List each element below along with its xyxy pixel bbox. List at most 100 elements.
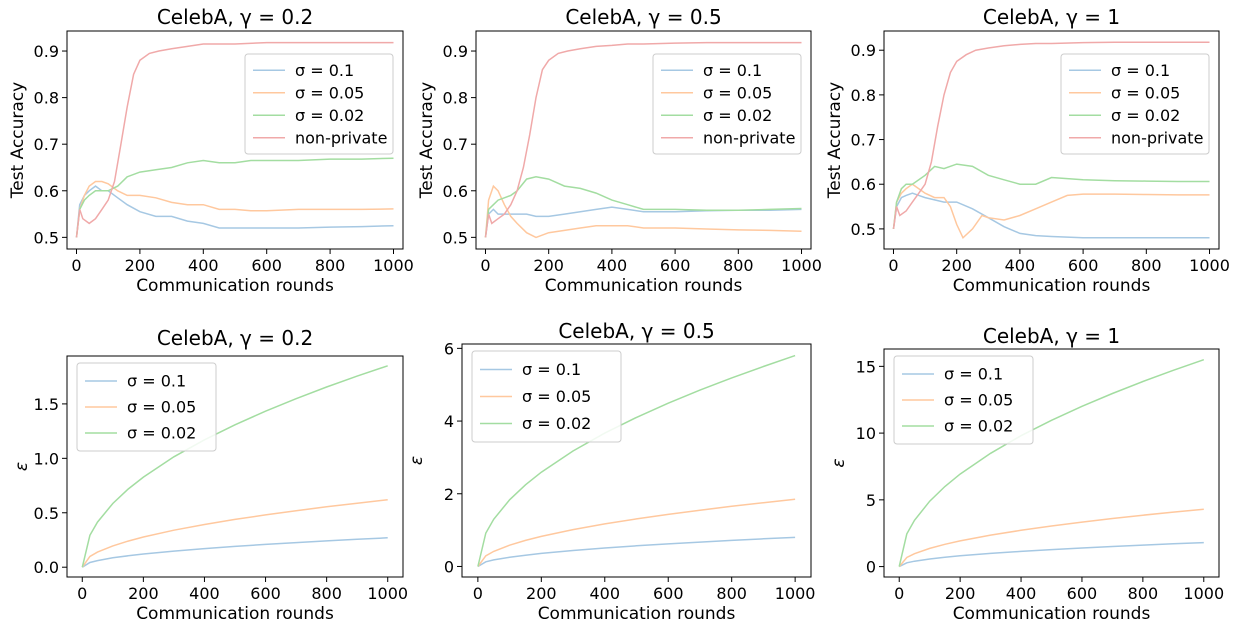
x-tick-label: 1000: [1189, 256, 1230, 275]
y-tick-label: 4: [444, 412, 454, 431]
x-tick-label: 600: [251, 256, 282, 275]
legend-entry: σ = 0.02: [703, 106, 772, 125]
chart-panel-4: 0 200 400 600 800 1000 0.0 0.5 1.0 1.5 CelebA, γ =…: [12, 326, 408, 624]
chart-panel-5: 0 200 400 600 800 10000246CelebA, γ = 0.5Comm…: [407, 319, 815, 624]
x-axis-label: Communication rounds: [953, 276, 1151, 296]
y-tick-label: 0.8: [443, 89, 468, 108]
y-axis-label: Test Accuracy: [417, 82, 437, 200]
series-line-3: [77, 158, 394, 237]
series-line-3: [894, 164, 1210, 229]
x-axis-label: Communication rounds: [953, 604, 1151, 624]
y-tick-label: 0.5: [443, 228, 468, 247]
y-tick-label: 2: [444, 485, 454, 504]
legend: σ = 0.1 σ = 0.05 σ = 0.02 non-private: [245, 54, 393, 154]
series-line-1: [899, 543, 1204, 567]
legend-entry: σ = 0.05: [295, 83, 364, 102]
y-tick-label: 0.8: [851, 86, 876, 105]
y-axis-label: ε: [829, 458, 849, 467]
x-tick-label: 600: [1067, 584, 1098, 603]
series-line-2: [82, 500, 387, 568]
y-tick-label: 10: [856, 424, 876, 443]
chart-panel-1: 0 200 400 600 800 1000 0.5 0.6 0.7 0.8 0.9 CelebA, …: [8, 5, 414, 296]
chart-title: CelebA, γ = 0.5: [558, 319, 714, 343]
y-tick-label: 0.9: [443, 42, 468, 61]
legend: σ = 0.1 σ = 0.05 σ = 0.02: [77, 363, 216, 451]
legend-entry: σ = 0.1: [703, 61, 762, 80]
legend-entry: σ = 0.02: [944, 417, 1013, 436]
x-tick-label: 1000: [373, 256, 414, 275]
x-tick-label: 0: [77, 584, 87, 603]
y-tick-label: 0.0: [34, 558, 59, 577]
y-tick-label: 1.5: [34, 395, 59, 414]
x-tick-label: 200: [941, 256, 972, 275]
x-tick-label: 400: [1005, 256, 1036, 275]
y-tick-label: 0.7: [851, 131, 876, 150]
legend-entry: σ = 0.05: [944, 391, 1013, 410]
legend-entry: non-private: [295, 128, 387, 147]
x-tick-label: 800: [315, 256, 346, 275]
y-axis-label: Test Accuracy: [8, 82, 28, 200]
legend-entry: σ = 0.1: [944, 365, 1003, 384]
series-line-2: [894, 184, 1210, 238]
chart-title: CelebA, γ = 1: [983, 324, 1120, 348]
y-tick-label: 5: [866, 491, 876, 510]
series-line-2: [77, 182, 394, 238]
x-tick-label: 800: [716, 584, 747, 603]
chart-panel-6: 0 200 400 600 800 1000 0 5 10 15 CelebA, γ = 1 Comm…: [829, 324, 1224, 624]
y-tick-label: 0.5: [34, 504, 59, 523]
legend-entry: σ = 0.1: [522, 360, 581, 379]
x-tick-label: 0: [71, 256, 81, 275]
legend: σ = 0.1 σ = 0.05 σ = 0.02: [472, 351, 621, 442]
y-tick-label: 1.0: [34, 449, 59, 468]
legend-entry: σ = 0.02: [127, 424, 196, 443]
legend-entry: σ = 0.02: [295, 106, 364, 125]
y-axis-label: ε: [12, 462, 32, 471]
x-tick-label: 200: [533, 256, 564, 275]
x-axis-label: Communication rounds: [136, 276, 334, 296]
y-tick-label: 0: [444, 557, 454, 576]
y-tick-label: 0: [866, 558, 876, 577]
x-axis-label: Communication rounds: [136, 604, 334, 624]
y-tick-label: 0.9: [34, 42, 59, 61]
x-tick-label: 200: [526, 584, 557, 603]
chart-title: CelebA, γ = 0.5: [565, 5, 721, 29]
legend: σ = 0.1 σ = 0.05 σ = 0.02: [894, 356, 1033, 444]
x-tick-label: 200: [128, 584, 159, 603]
y-tick-label: 0.5: [851, 220, 876, 239]
x-tick-label: 400: [589, 584, 620, 603]
x-tick-label: 400: [188, 256, 219, 275]
y-tick-label: 0.7: [34, 135, 59, 154]
legend-entry: σ = 0.1: [1111, 61, 1170, 80]
y-tick-label: 0.6: [851, 175, 876, 194]
x-tick-label: 200: [945, 584, 976, 603]
legend-entry: σ = 0.05: [1111, 83, 1180, 102]
x-tick-label: 600: [660, 256, 691, 275]
x-tick-label: 800: [311, 584, 342, 603]
legend-entry: σ = 0.1: [295, 61, 354, 80]
series-line-1: [478, 537, 795, 566]
y-tick-label: 0.7: [443, 135, 468, 154]
y-tick-label: 0.9: [851, 41, 876, 60]
x-tick-label: 1000: [781, 256, 822, 275]
legend-entry: non-private: [703, 128, 795, 147]
x-tick-label: 200: [125, 256, 156, 275]
x-tick-label: 600: [653, 584, 684, 603]
legend-entry: σ = 0.02: [1111, 106, 1180, 125]
chart-panel-3: 0 200 400 600 800 1000 0.5 0.6 0.7 0.8 0.9 CelebA, …: [825, 5, 1230, 296]
y-tick-label: 15: [856, 357, 876, 376]
chart-panel-2: 0 200 400 600 800 1000 0.5 0.6 0.7 0.8 0.9 CelebA, …: [417, 5, 822, 296]
series-line-1: [82, 538, 387, 567]
legend-entry: σ = 0.05: [522, 387, 591, 406]
legend-entry: σ = 0.02: [522, 414, 591, 433]
y-tick-label: 0.5: [34, 228, 59, 247]
x-tick-label: 400: [189, 584, 220, 603]
chart-title: CelebA, γ = 0.2: [157, 5, 313, 29]
x-tick-label: 800: [723, 256, 754, 275]
legend: σ = 0.1 σ = 0.05 σ = 0.02 non-private: [653, 54, 801, 154]
x-tick-label: 1000: [1183, 584, 1224, 603]
x-tick-label: 1000: [367, 584, 408, 603]
x-tick-label: 0: [894, 584, 904, 603]
x-tick-label: 600: [250, 584, 281, 603]
legend: σ = 0.1 σ = 0.05 σ = 0.02 non-private: [1061, 54, 1209, 154]
